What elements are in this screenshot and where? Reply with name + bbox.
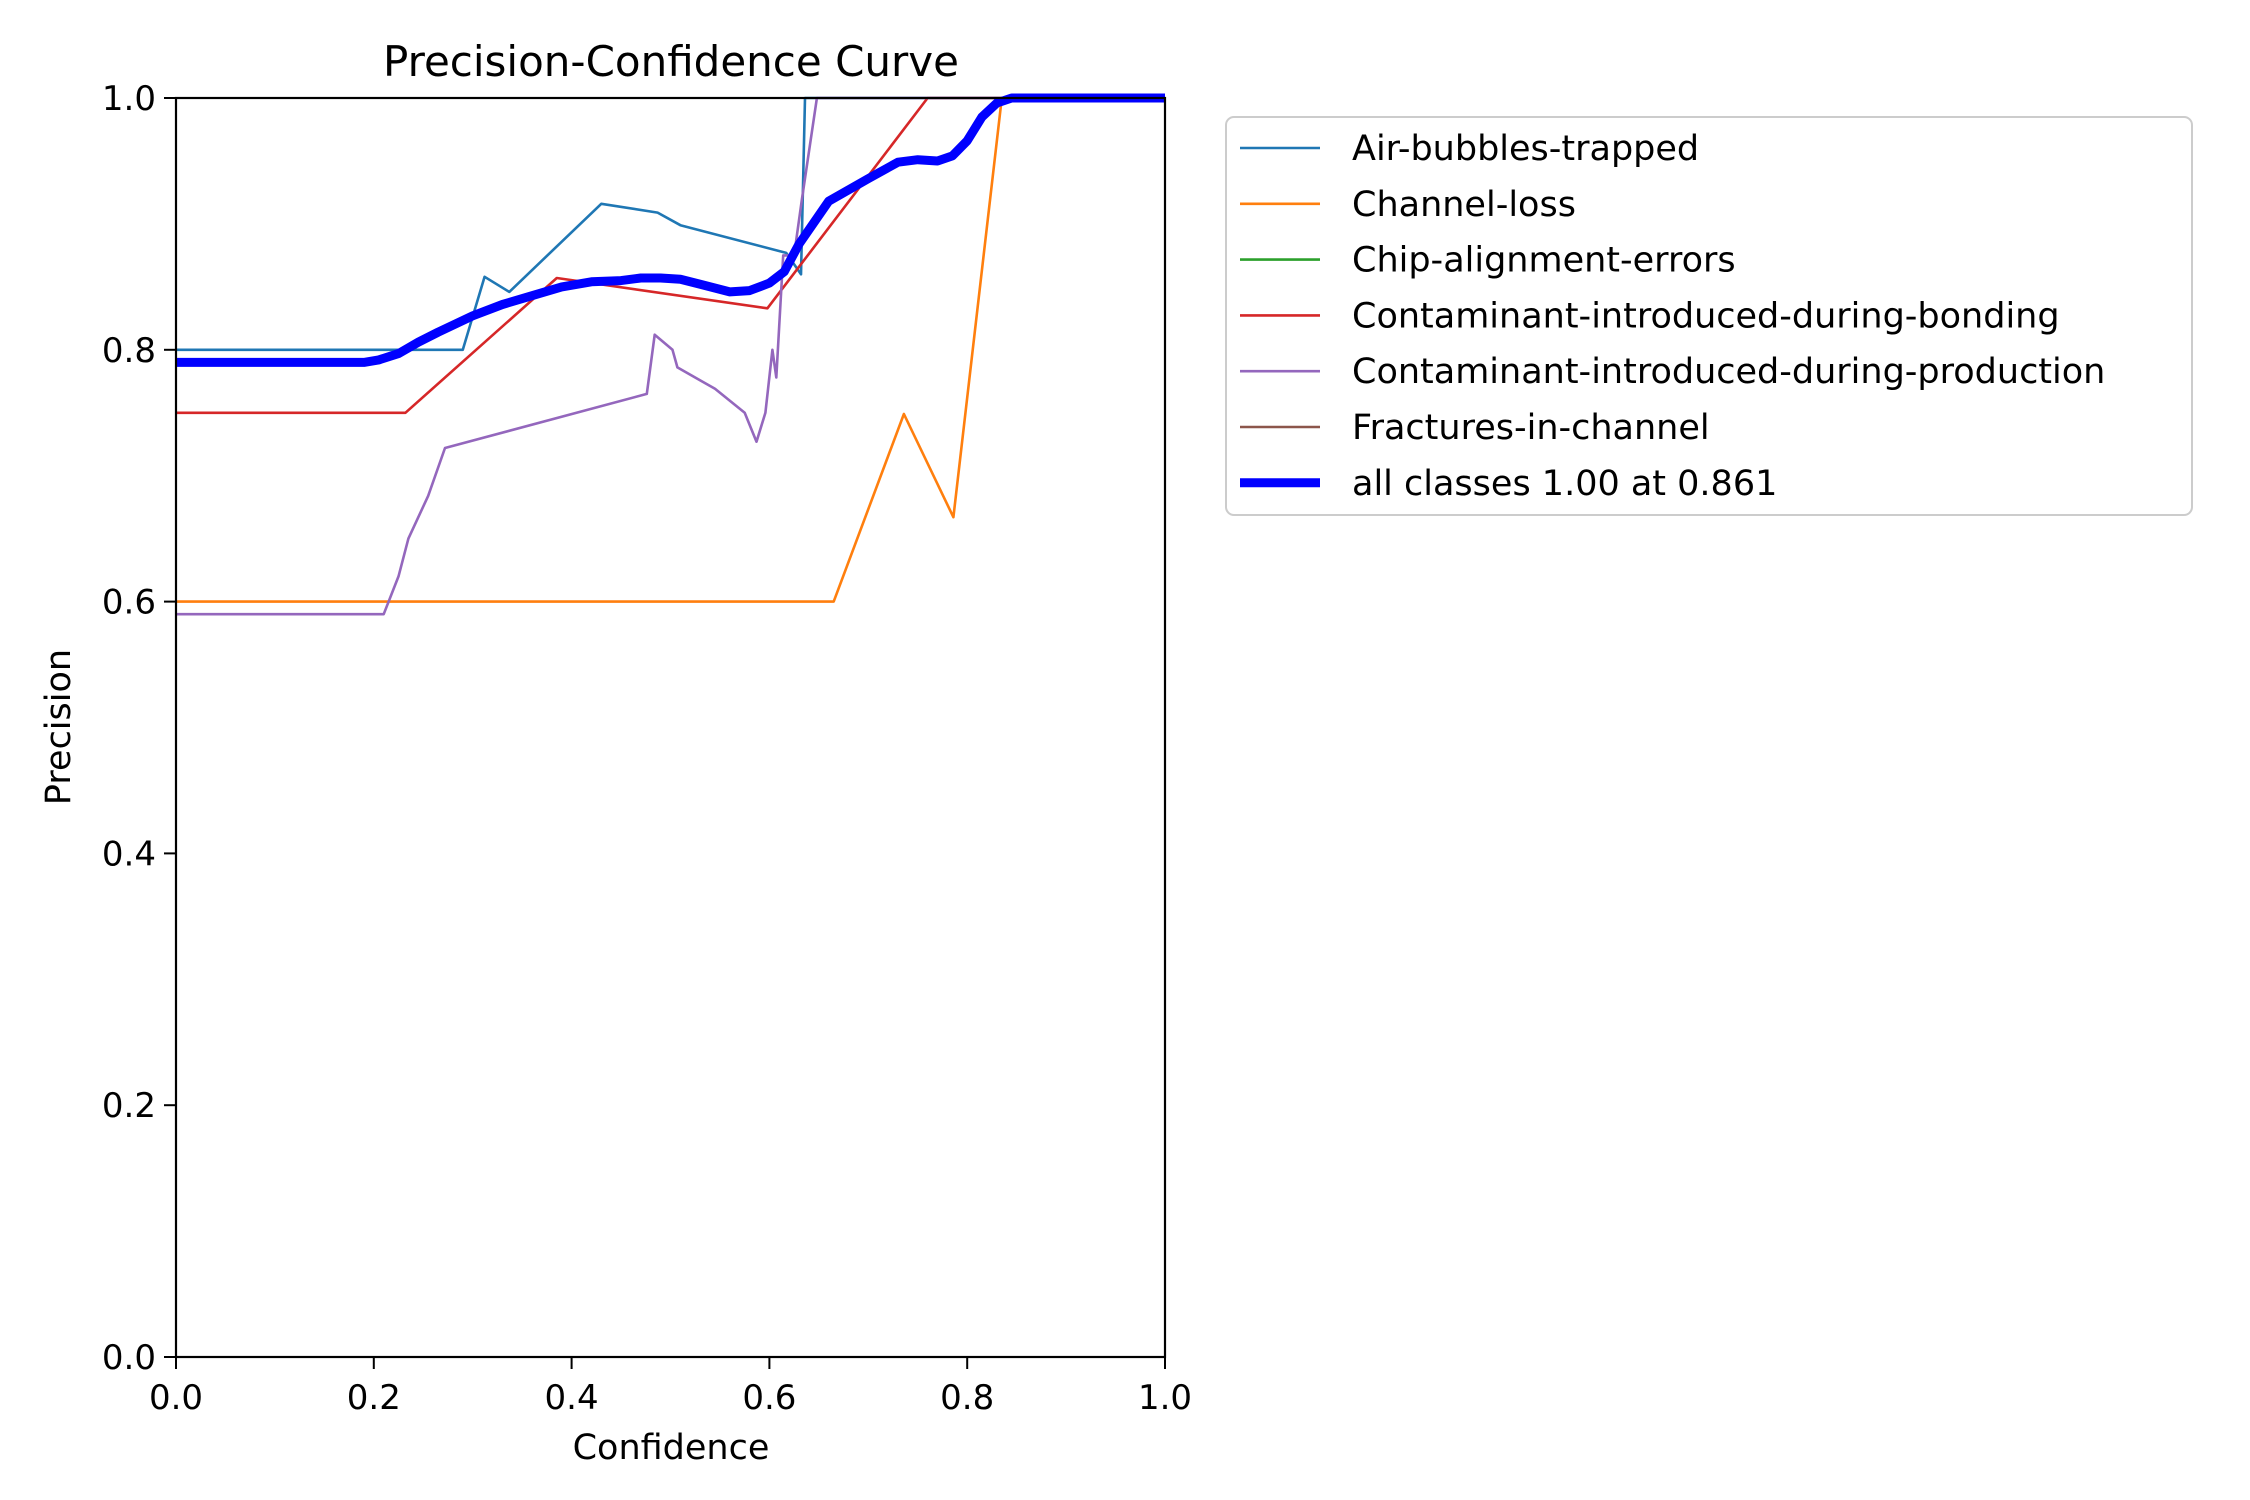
legend-label-4: Contaminant-introduced-during-production <box>1352 352 2105 392</box>
plot-frame <box>174 96 1167 1359</box>
chart-title: Precision-Confidence Curve <box>383 37 959 86</box>
x-tick-label: 1.0 <box>1138 1378 1192 1418</box>
y-tick-label: 0.0 <box>102 1338 156 1378</box>
legend: Air-bubbles-trapped Channel-loss Chip-alig… <box>1225 116 2193 516</box>
legend-label-1: Channel-loss <box>1352 185 1576 225</box>
y-tick-label: 1.0 <box>102 79 156 119</box>
series-line-0 <box>176 96 1165 352</box>
legend-frame <box>1225 116 2193 516</box>
y-axis: 0.0 0.2 0.4 0.6 0.8 1.0 <box>102 79 176 1378</box>
legend-label-5: Fractures-in-channel <box>1352 408 1710 448</box>
series-layer <box>176 93 1165 616</box>
y-tick-label: 0.4 <box>102 834 156 874</box>
y-axis-label: Precision <box>39 649 79 805</box>
series-line-6 <box>176 93 1165 367</box>
y-tick-label: 0.8 <box>102 331 156 371</box>
legend-label-0: Air-bubbles-trapped <box>1352 129 1699 169</box>
legend-label-6: all classes 1.00 at 0.861 <box>1352 464 1777 504</box>
x-tick-label: 0.6 <box>742 1378 796 1418</box>
x-axis-label: Confidence <box>573 1428 770 1468</box>
legend-label-3: Contaminant-introduced-during-bonding <box>1352 296 2060 336</box>
y-tick-label: 0.6 <box>102 583 156 623</box>
y-tick-label: 0.2 <box>102 1086 156 1126</box>
legend-label-2: Chip-alignment-errors <box>1352 241 1736 281</box>
series-line-4 <box>176 96 1165 616</box>
x-tick-label: 0.4 <box>545 1378 599 1418</box>
x-tick-label: 0.0 <box>149 1378 203 1418</box>
x-axis: 0.0 0.2 0.4 0.6 0.8 1.0 <box>149 1357 1192 1418</box>
x-tick-label: 0.2 <box>347 1378 401 1418</box>
x-tick-label: 0.8 <box>940 1378 994 1418</box>
